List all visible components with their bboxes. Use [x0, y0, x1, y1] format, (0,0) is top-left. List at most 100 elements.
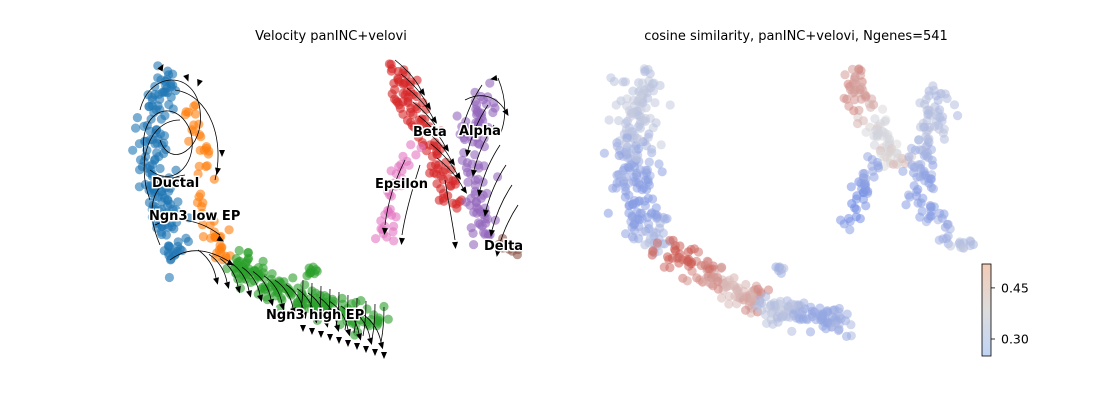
cell-point	[174, 175, 184, 186]
cell-point	[917, 206, 927, 216]
cell-point	[315, 290, 325, 300]
cell-point	[717, 293, 727, 303]
cell-point	[717, 263, 727, 273]
cell-point	[783, 301, 793, 311]
velocity-scatter-points	[128, 59, 523, 340]
streamline-arrow	[483, 209, 489, 217]
cell-point	[190, 109, 201, 119]
cell-point	[474, 163, 484, 173]
cell-point	[468, 228, 478, 238]
streamline-arrow	[502, 108, 509, 117]
cell-point	[488, 107, 498, 118]
cell-point	[901, 200, 911, 210]
cell-point	[846, 320, 856, 330]
cell-point	[644, 238, 654, 248]
cell-point	[356, 296, 366, 306]
cell-point	[827, 312, 838, 322]
cell-point	[393, 73, 403, 83]
cell-point	[183, 107, 193, 117]
cell-point	[153, 101, 163, 111]
cell-point	[276, 293, 286, 303]
cell-point	[230, 263, 240, 273]
cell-point	[905, 192, 915, 202]
cell-point	[906, 143, 917, 153]
cell-point	[637, 227, 648, 237]
streamline-arrow	[382, 227, 388, 235]
streamline-arrow	[318, 331, 324, 338]
streamline-arrow	[418, 88, 426, 96]
cell-point	[834, 303, 844, 314]
cell-point	[842, 94, 852, 104]
streamline-arrow	[312, 315, 318, 324]
cell-point	[634, 215, 644, 225]
streamline-arrow	[489, 229, 495, 237]
cell-point	[774, 299, 784, 309]
streamline-arrow	[378, 341, 384, 350]
cell-point	[833, 325, 844, 336]
streamline-arrow	[334, 324, 340, 333]
cell-point	[647, 208, 657, 218]
cell-point	[164, 272, 174, 283]
cell-point	[397, 166, 407, 176]
cell-point	[915, 98, 925, 108]
cell-point	[641, 175, 651, 185]
streamline	[362, 300, 367, 337]
colorbar: 0.30 0.45	[981, 263, 1029, 357]
cell-point	[686, 259, 696, 269]
cell-point	[386, 191, 396, 201]
cosine-panel-title: cosine similarity, panINC+velovi, Ngenes…	[644, 29, 948, 44]
streamline-arrow	[336, 337, 342, 344]
cell-point	[847, 64, 858, 74]
streamline-arrow	[381, 352, 387, 359]
cell-point	[391, 96, 401, 106]
cell-point	[163, 212, 173, 222]
cell-point	[144, 101, 154, 111]
cell-point	[231, 254, 241, 264]
cell-point	[635, 165, 645, 175]
cell-point	[463, 177, 473, 187]
cell-point	[628, 144, 638, 154]
cell-point	[845, 84, 856, 95]
cell-point	[362, 304, 372, 314]
cell-point	[724, 275, 734, 285]
cell-point	[166, 92, 176, 102]
cell-point	[132, 113, 142, 123]
cell-point	[243, 247, 253, 258]
cell-point	[599, 148, 610, 158]
cell-point	[152, 148, 162, 158]
cell-point	[927, 155, 937, 165]
cell-point	[965, 236, 975, 246]
cell-point	[629, 95, 639, 105]
cell-point	[633, 234, 644, 244]
streamline	[394, 59, 422, 91]
streamline-arrow	[442, 144, 450, 152]
streamline-arrow	[257, 294, 263, 302]
colorbar-ticks: 0.30 0.45	[991, 280, 1029, 347]
cell-point	[379, 301, 389, 312]
cell-point	[732, 299, 742, 309]
streamline	[208, 253, 228, 283]
cell-point	[196, 132, 206, 142]
streamline-arrow	[268, 298, 274, 307]
cell-point	[724, 299, 734, 309]
cell-point	[650, 98, 660, 108]
cell-point	[703, 257, 713, 267]
cell-point	[432, 146, 442, 156]
streamline	[344, 294, 349, 331]
streamline	[400, 73, 428, 105]
streamline-arrow	[309, 328, 315, 335]
cell-point	[164, 100, 174, 110]
cell-point	[861, 127, 871, 137]
streamline	[380, 306, 385, 343]
cell-point	[196, 189, 206, 199]
cluster-label-alpha: Alpha	[459, 124, 501, 139]
cell-point	[143, 163, 153, 173]
cell-point	[398, 151, 408, 161]
streamline	[318, 296, 338, 326]
streamline	[418, 115, 446, 147]
cell-point	[819, 317, 830, 327]
streamline-arrow	[356, 333, 362, 341]
streamline-arrow	[235, 285, 241, 294]
streamline	[335, 291, 340, 328]
